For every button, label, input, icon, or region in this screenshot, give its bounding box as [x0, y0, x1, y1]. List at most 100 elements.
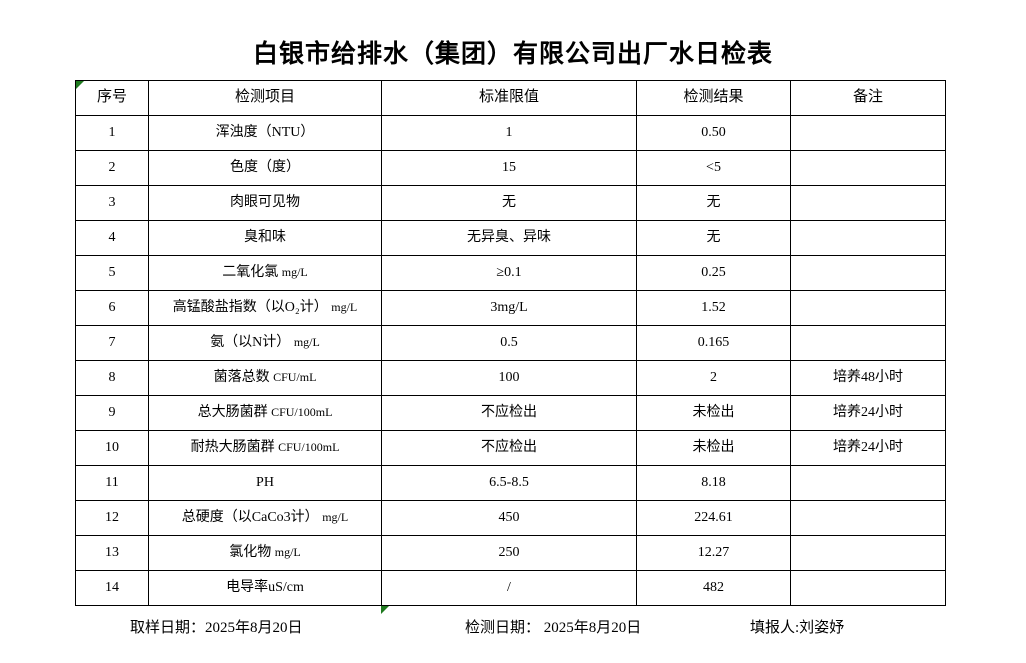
- cell-test-result[interactable]: 0.25: [636, 255, 791, 291]
- test-item-unit: CFU/100mL: [271, 404, 333, 419]
- cell-test-result[interactable]: 0.165: [636, 325, 791, 361]
- cell-index[interactable]: 8: [75, 360, 149, 396]
- test-item-name: 氯化物: [229, 544, 272, 560]
- cell-index[interactable]: 7: [75, 325, 149, 361]
- cell-standard-limit[interactable]: ≥0.1: [381, 255, 637, 291]
- cell-test-result[interactable]: 8.18: [636, 465, 791, 501]
- test-item-name: 总硬度（以CaCo3计）: [181, 509, 319, 525]
- cell-test-item[interactable]: 菌落总数 CFU/mL: [148, 360, 382, 396]
- cell-standard-limit[interactable]: 不应检出: [381, 430, 637, 466]
- cell-remark[interactable]: [790, 290, 946, 326]
- test-item-name: PH: [256, 474, 274, 490]
- cell-test-item[interactable]: 氯化物 mg/L: [148, 535, 382, 571]
- cell-remark[interactable]: [790, 185, 946, 221]
- cell-remark[interactable]: [790, 465, 946, 501]
- cell-index[interactable]: 12: [75, 500, 149, 536]
- test-item-name: 耐热大肠菌群: [190, 439, 275, 455]
- cell-index[interactable]: 11: [75, 465, 149, 501]
- cell-test-result[interactable]: 未检出: [636, 430, 791, 466]
- test-item-name: 高锰酸盐指数（以O₂计）: [172, 299, 328, 315]
- cell-test-item[interactable]: PH: [148, 465, 382, 501]
- cell-test-item[interactable]: 高锰酸盐指数（以O₂计） mg/L: [148, 290, 382, 326]
- cell-test-result[interactable]: 无: [636, 185, 791, 221]
- cell-remark[interactable]: 培养24小时: [790, 395, 946, 431]
- table-row: 8 菌落总数 CFU/mL 100 2 培养48小时: [75, 360, 946, 396]
- cell-test-item[interactable]: 色度（度）: [148, 150, 382, 186]
- cell-test-result[interactable]: 12.27: [636, 535, 791, 571]
- cell-standard-limit[interactable]: 无: [381, 185, 637, 221]
- cell-test-result[interactable]: 未检出: [636, 395, 791, 431]
- cell-standard-limit[interactable]: 450: [381, 500, 637, 536]
- cell-index[interactable]: 10: [75, 430, 149, 466]
- column-header-no: 序号: [75, 80, 149, 116]
- test-item-name: 二氧化氯: [222, 264, 279, 280]
- cell-standard-limit[interactable]: 100: [381, 360, 637, 396]
- sample-date-label: 取样日期：2025年8月20日: [130, 620, 303, 636]
- table-header-row: 序号 检测项目 标准限值 检测结果 备注: [75, 80, 946, 116]
- cell-test-item[interactable]: 氨（以N计） mg/L: [148, 325, 382, 361]
- cell-index[interactable]: 13: [75, 535, 149, 571]
- cell-test-result[interactable]: 2: [636, 360, 791, 396]
- test-item-name: 臭和味: [244, 229, 286, 245]
- cell-remark[interactable]: 培养48小时: [790, 360, 946, 396]
- cell-test-item[interactable]: 总硬度（以CaCo3计） mg/L: [148, 500, 382, 536]
- cell-index[interactable]: 4: [75, 220, 149, 256]
- cell-remark[interactable]: [790, 570, 946, 606]
- column-header-remark: 备注: [790, 80, 946, 116]
- cell-remark[interactable]: [790, 220, 946, 256]
- test-item-name: 菌落总数: [213, 369, 270, 385]
- cell-standard-limit[interactable]: 3mg/L: [381, 290, 637, 326]
- cell-index[interactable]: 6: [75, 290, 149, 326]
- cell-test-item[interactable]: 总大肠菌群 CFU/100mL: [148, 395, 382, 431]
- cell-standard-limit[interactable]: /: [381, 570, 637, 606]
- cell-remark[interactable]: [790, 325, 946, 361]
- cell-standard-limit[interactable]: 6.5-8.5: [381, 465, 637, 501]
- table-row: 1 浑浊度（NTU） 1 0.50: [75, 115, 946, 151]
- table-row: 13 氯化物 mg/L 250 12.27: [75, 535, 946, 571]
- test-item-unit: mg/L: [293, 334, 320, 349]
- cell-test-result[interactable]: <5: [636, 150, 791, 186]
- cell-test-result[interactable]: 1.52: [636, 290, 791, 326]
- cell-remark[interactable]: 培养24小时: [790, 430, 946, 466]
- cell-remark[interactable]: [790, 115, 946, 151]
- cell-standard-limit[interactable]: 250: [381, 535, 637, 571]
- cell-remark[interactable]: [790, 255, 946, 291]
- cell-index[interactable]: 1: [75, 115, 149, 151]
- table-row: 14 电导率uS/cm /482: [75, 570, 946, 606]
- cell-test-item[interactable]: 二氧化氯 mg/L: [148, 255, 382, 291]
- page-title: 白银市给排水（集团）有限公司出厂水日检表: [252, 41, 773, 68]
- cell-test-result[interactable]: 224.61: [636, 500, 791, 536]
- cell-remark[interactable]: [790, 500, 946, 536]
- column-header-limit: 标准限值: [381, 80, 637, 116]
- test-item-unit: mg/L: [331, 299, 358, 314]
- cell-test-item[interactable]: 耐热大肠菌群 CFU/100mL: [148, 430, 382, 466]
- cell-index[interactable]: 9: [75, 395, 149, 431]
- cell-test-result[interactable]: 482: [636, 570, 791, 606]
- cell-remark[interactable]: [790, 535, 946, 571]
- test-item-name: 氨（以N计）: [210, 334, 291, 350]
- cell-test-result[interactable]: 0.50: [636, 115, 791, 151]
- inspection-table-container: 序号 检测项目 标准限值 检测结果 备注 1 浑浊度（NTU） 1 0.50 2 色度（度） 15 <5…: [75, 80, 946, 606]
- cell-standard-limit[interactable]: 1: [381, 115, 637, 151]
- cell-test-item[interactable]: 肉眼可见物: [148, 185, 382, 221]
- cell-standard-limit[interactable]: 0.5: [381, 325, 637, 361]
- cell-standard-limit[interactable]: 15: [381, 150, 637, 186]
- test-item-unit: CFU/mL: [273, 369, 317, 384]
- table-row: 6 高锰酸盐指数（以O₂计） mg/L 3mg/L 1.52: [75, 290, 946, 326]
- cell-test-item[interactable]: 电导率uS/cm: [148, 570, 382, 606]
- cell-corner-marker-bottom: [381, 606, 389, 614]
- cell-index[interactable]: 14: [75, 570, 149, 606]
- column-header-result: 检测结果: [636, 80, 791, 116]
- cell-index[interactable]: 3: [75, 185, 149, 221]
- cell-test-item[interactable]: 浑浊度（NTU）: [148, 115, 382, 151]
- cell-test-item[interactable]: 臭和味: [148, 220, 382, 256]
- cell-standard-limit[interactable]: 不应检出: [381, 395, 637, 431]
- reporter-label: 填报人:刘姿妤: [750, 620, 845, 636]
- cell-index[interactable]: 5: [75, 255, 149, 291]
- cell-test-result[interactable]: 无: [636, 220, 791, 256]
- cell-index[interactable]: 2: [75, 150, 149, 186]
- table-row: 2 色度（度） 15 <5: [75, 150, 946, 186]
- cell-remark[interactable]: [790, 150, 946, 186]
- cell-standard-limit[interactable]: 无异臭、异味: [381, 220, 637, 256]
